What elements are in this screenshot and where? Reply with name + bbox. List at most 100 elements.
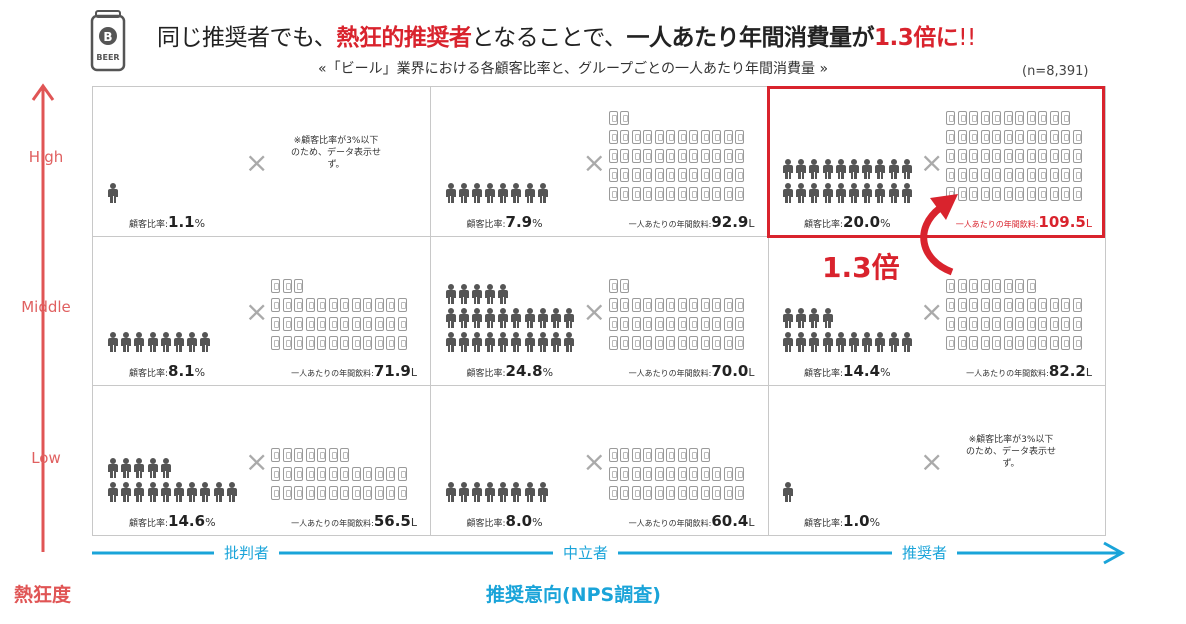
pictogram-row <box>271 316 413 333</box>
beer-can-icon <box>980 279 990 294</box>
beer-can-icon <box>620 466 629 481</box>
beer-can-icon <box>608 149 618 163</box>
beer-can-icon <box>969 111 978 125</box>
person-head <box>890 332 897 339</box>
beer-can-icon <box>666 466 675 481</box>
person-body <box>498 487 509 496</box>
person-icon <box>458 308 470 329</box>
pictogram-row <box>946 335 1088 352</box>
person-body <box>835 165 846 173</box>
beer-can-icon <box>1049 111 1059 125</box>
consumption-pictogram <box>608 108 751 203</box>
person-legs <box>526 321 533 329</box>
person-body <box>888 189 899 197</box>
beer-can-icon <box>643 187 652 201</box>
person-body <box>498 314 509 323</box>
person-body <box>822 189 833 197</box>
beer-can-icon <box>1015 149 1024 163</box>
person-legs <box>811 321 818 329</box>
pictogram-row <box>271 466 413 483</box>
person-body <box>187 487 198 496</box>
sample-size: (n=8,391) <box>1022 64 1089 79</box>
beer-can-icon <box>631 317 641 332</box>
beer-can-icon <box>1003 130 1013 144</box>
consumption-pictogram <box>271 445 413 502</box>
pictogram-row <box>107 332 257 353</box>
person-icon <box>147 481 159 502</box>
beer-can-icon <box>1026 336 1036 351</box>
person-legs <box>824 196 831 203</box>
beer-can-icon <box>363 485 372 500</box>
beer-can-icon <box>305 317 315 332</box>
person-icon <box>510 308 522 329</box>
person-body <box>160 463 171 472</box>
person-head <box>837 332 844 339</box>
person-icon <box>808 159 820 179</box>
person-body <box>445 189 456 197</box>
person-legs <box>500 196 507 203</box>
beer-can-icon <box>1026 298 1036 313</box>
pictogram-row <box>608 186 751 203</box>
beer-can-icon <box>351 466 361 481</box>
beer-can-icon <box>631 130 641 144</box>
person-icon <box>226 481 238 502</box>
beer-can-icon <box>282 298 292 313</box>
person-legs <box>824 321 831 329</box>
beer-can-icon <box>351 336 361 351</box>
person-legs <box>162 345 169 353</box>
beer-can-icon <box>397 336 407 351</box>
person-body <box>213 487 224 496</box>
no-data-note: ※顧客比率が3%以下のため、データ表示せず。 <box>291 136 382 170</box>
beer-can-icon <box>374 317 384 332</box>
beer-can-icon <box>374 485 384 500</box>
ratio-value: 20.0 <box>843 213 881 231</box>
beer-can-icon <box>689 317 698 332</box>
person-legs <box>903 172 910 179</box>
person-body <box>783 487 793 496</box>
beer-can-icon <box>1072 187 1082 201</box>
beer-can-icon <box>363 317 372 332</box>
beer-can-icon <box>1072 336 1082 351</box>
y-axis-title: 熱狂度 <box>14 584 72 606</box>
consumption-prefix: 一人あたりの年間飲料: <box>291 369 374 379</box>
beer-can-icon <box>351 317 361 332</box>
person-body <box>498 189 509 197</box>
person-head <box>513 308 520 315</box>
person-head <box>513 481 520 488</box>
person-icon <box>848 332 860 353</box>
person-head <box>189 481 196 488</box>
beer-can-icon <box>1038 111 1047 125</box>
person-icon <box>445 332 457 353</box>
person-icon <box>835 332 847 353</box>
person-head <box>798 183 805 189</box>
pictogram-row <box>271 297 413 314</box>
person-head <box>162 457 169 464</box>
person-legs <box>189 494 196 502</box>
consumption-prefix: 一人あたりの年間飲料: <box>955 220 1039 229</box>
beer-can-icon <box>305 298 315 313</box>
ratio-value: 8.0 <box>505 511 533 530</box>
person-legs <box>473 297 480 305</box>
person-body <box>147 487 158 496</box>
beer-can-icon <box>1026 279 1036 294</box>
beer-can-icon <box>608 447 618 462</box>
person-legs <box>553 321 559 329</box>
person-head <box>811 308 818 315</box>
person-legs <box>890 345 897 353</box>
beer-can-icon <box>992 279 1001 294</box>
person-legs <box>526 345 533 353</box>
person-legs <box>189 345 196 353</box>
pictogram-row <box>946 278 1088 295</box>
beer-can-icon <box>294 466 303 481</box>
matrix-cell: 顧客比率:1.1% × ※顧客比率が3%以下のため、データ表示せず。 <box>93 87 431 237</box>
person-legs <box>785 321 791 329</box>
beer-can-icon <box>957 317 967 332</box>
beer-can-icon <box>608 466 618 481</box>
multiply-icon: × <box>582 295 606 329</box>
beer-can-icon <box>305 485 315 500</box>
beer-can-icon <box>700 149 710 163</box>
person-icon <box>874 159 886 179</box>
pictogram-row <box>445 481 595 502</box>
pictogram-row <box>271 335 413 352</box>
consumption-value: 60.4 <box>711 511 749 530</box>
